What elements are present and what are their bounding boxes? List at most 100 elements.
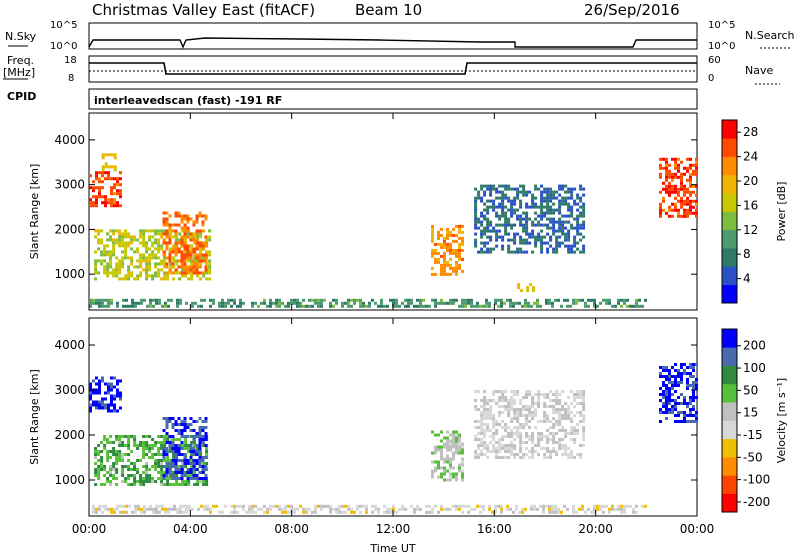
heatmap-cell [127, 256, 131, 260]
heatmap-cell [455, 263, 458, 267]
heatmap-cell [166, 459, 170, 462]
heatmap-cell [437, 260, 440, 264]
heatmap-cell [486, 247, 490, 251]
heatmap-cell [269, 301, 272, 305]
heatmap-cell [561, 438, 565, 441]
heatmap-cell [95, 400, 98, 404]
heatmap-cell [180, 238, 184, 242]
heatmap-cell [192, 468, 196, 471]
heatmap-cell [513, 417, 517, 420]
heatmap-cell [189, 462, 193, 465]
heatmap-cell [137, 301, 140, 305]
heatmap-cell [443, 266, 446, 270]
heatmap-cell [101, 201, 104, 205]
heatmap-cell [522, 408, 526, 411]
heatmap-cell [611, 504, 614, 508]
heatmap-cell [142, 447, 146, 450]
heatmap-cell [513, 444, 517, 447]
heatmap-cell [177, 450, 181, 453]
heatmap-cell [501, 435, 505, 438]
heatmap-cell [437, 236, 440, 240]
heatmap-cell [187, 483, 191, 486]
heatmap-cell [177, 444, 181, 447]
heatmap-cell [477, 220, 481, 224]
heatmap-cell [192, 259, 196, 263]
heatmap-cell [549, 390, 553, 393]
heatmap-cell [567, 202, 571, 206]
heatmap-cell [474, 426, 478, 429]
heatmap-cell [440, 472, 443, 476]
heatmap-cell [350, 304, 353, 308]
heatmap-cell [501, 244, 505, 248]
heatmap-cell [103, 438, 107, 441]
heatmap-cell [525, 223, 529, 227]
heatmap-cell [513, 199, 517, 203]
heatmap-cell [530, 304, 533, 308]
heatmap-cell [224, 504, 227, 508]
heatmap-cell [582, 426, 586, 429]
heatmap-cell [540, 241, 544, 245]
heatmap-cell [162, 429, 166, 432]
heatmap-cell [486, 250, 490, 254]
heatmap-cell [689, 372, 692, 375]
heatmap-cell [495, 244, 499, 248]
heatmap-cell [611, 304, 614, 308]
heatmap-cell [130, 256, 134, 260]
heatmap-cell [494, 504, 497, 508]
heatmap-cell [110, 165, 114, 169]
heatmap-cell [204, 444, 208, 447]
heatmap-cell [567, 220, 571, 224]
heatmap-cell [516, 417, 520, 420]
heatmap-cell [198, 426, 202, 429]
heatmap-cell [522, 423, 526, 426]
heatmap-cell [190, 435, 194, 438]
heatmap-cell [437, 445, 440, 449]
heatmap-cell [195, 214, 199, 218]
heatmap-cell [356, 298, 359, 302]
heatmap-cell [410, 504, 413, 508]
heatmap-cell [689, 396, 692, 399]
heatmap-cell [115, 256, 119, 260]
heatmap-cell [353, 298, 356, 302]
heatmap-cell [561, 214, 565, 218]
heatmap-cell [151, 244, 155, 248]
heatmap-cell [483, 190, 487, 194]
heatmap-cell [683, 414, 686, 417]
heatmap-cell [579, 390, 583, 393]
heatmap-cell [489, 408, 493, 411]
heatmap-cell [109, 229, 113, 233]
heatmap-cell [208, 229, 212, 233]
heatmap-cell [180, 235, 184, 239]
heatmap-cell [443, 236, 446, 240]
heatmap-cell [504, 426, 508, 429]
heatmap-cell [180, 432, 184, 435]
heatmap-cell [548, 510, 551, 514]
heatmap-cell [510, 408, 514, 411]
heatmap-cell [513, 187, 517, 191]
heatmap-cell [189, 256, 193, 260]
heatmap-cell [659, 157, 662, 161]
heatmap-cell [109, 474, 113, 477]
heatmap-cell [172, 438, 176, 441]
heatmap-cell [519, 414, 523, 417]
heatmap-cell [695, 184, 698, 188]
heatmap-cell [576, 453, 580, 456]
heatmap-cell [389, 510, 392, 514]
heatmap-cell [443, 457, 446, 461]
heatmap-cell [168, 241, 172, 245]
heatmap-cell [522, 396, 526, 399]
heatmap-cell [483, 417, 487, 420]
heatmap-cell [519, 444, 523, 447]
heatmap-cell [130, 435, 134, 438]
heatmap-cell [683, 187, 686, 191]
heatmap-cell [525, 396, 529, 399]
heatmap-cell [455, 436, 458, 440]
heatmap-cell [145, 268, 149, 272]
heatmap-cell [458, 254, 461, 258]
heatmap-cell [486, 423, 490, 426]
heatmap-cell [605, 504, 608, 508]
heatmap-cell [443, 460, 446, 464]
heatmap-cell [177, 432, 181, 435]
heatmap-cell [495, 205, 499, 209]
heatmap-cell [662, 384, 665, 387]
